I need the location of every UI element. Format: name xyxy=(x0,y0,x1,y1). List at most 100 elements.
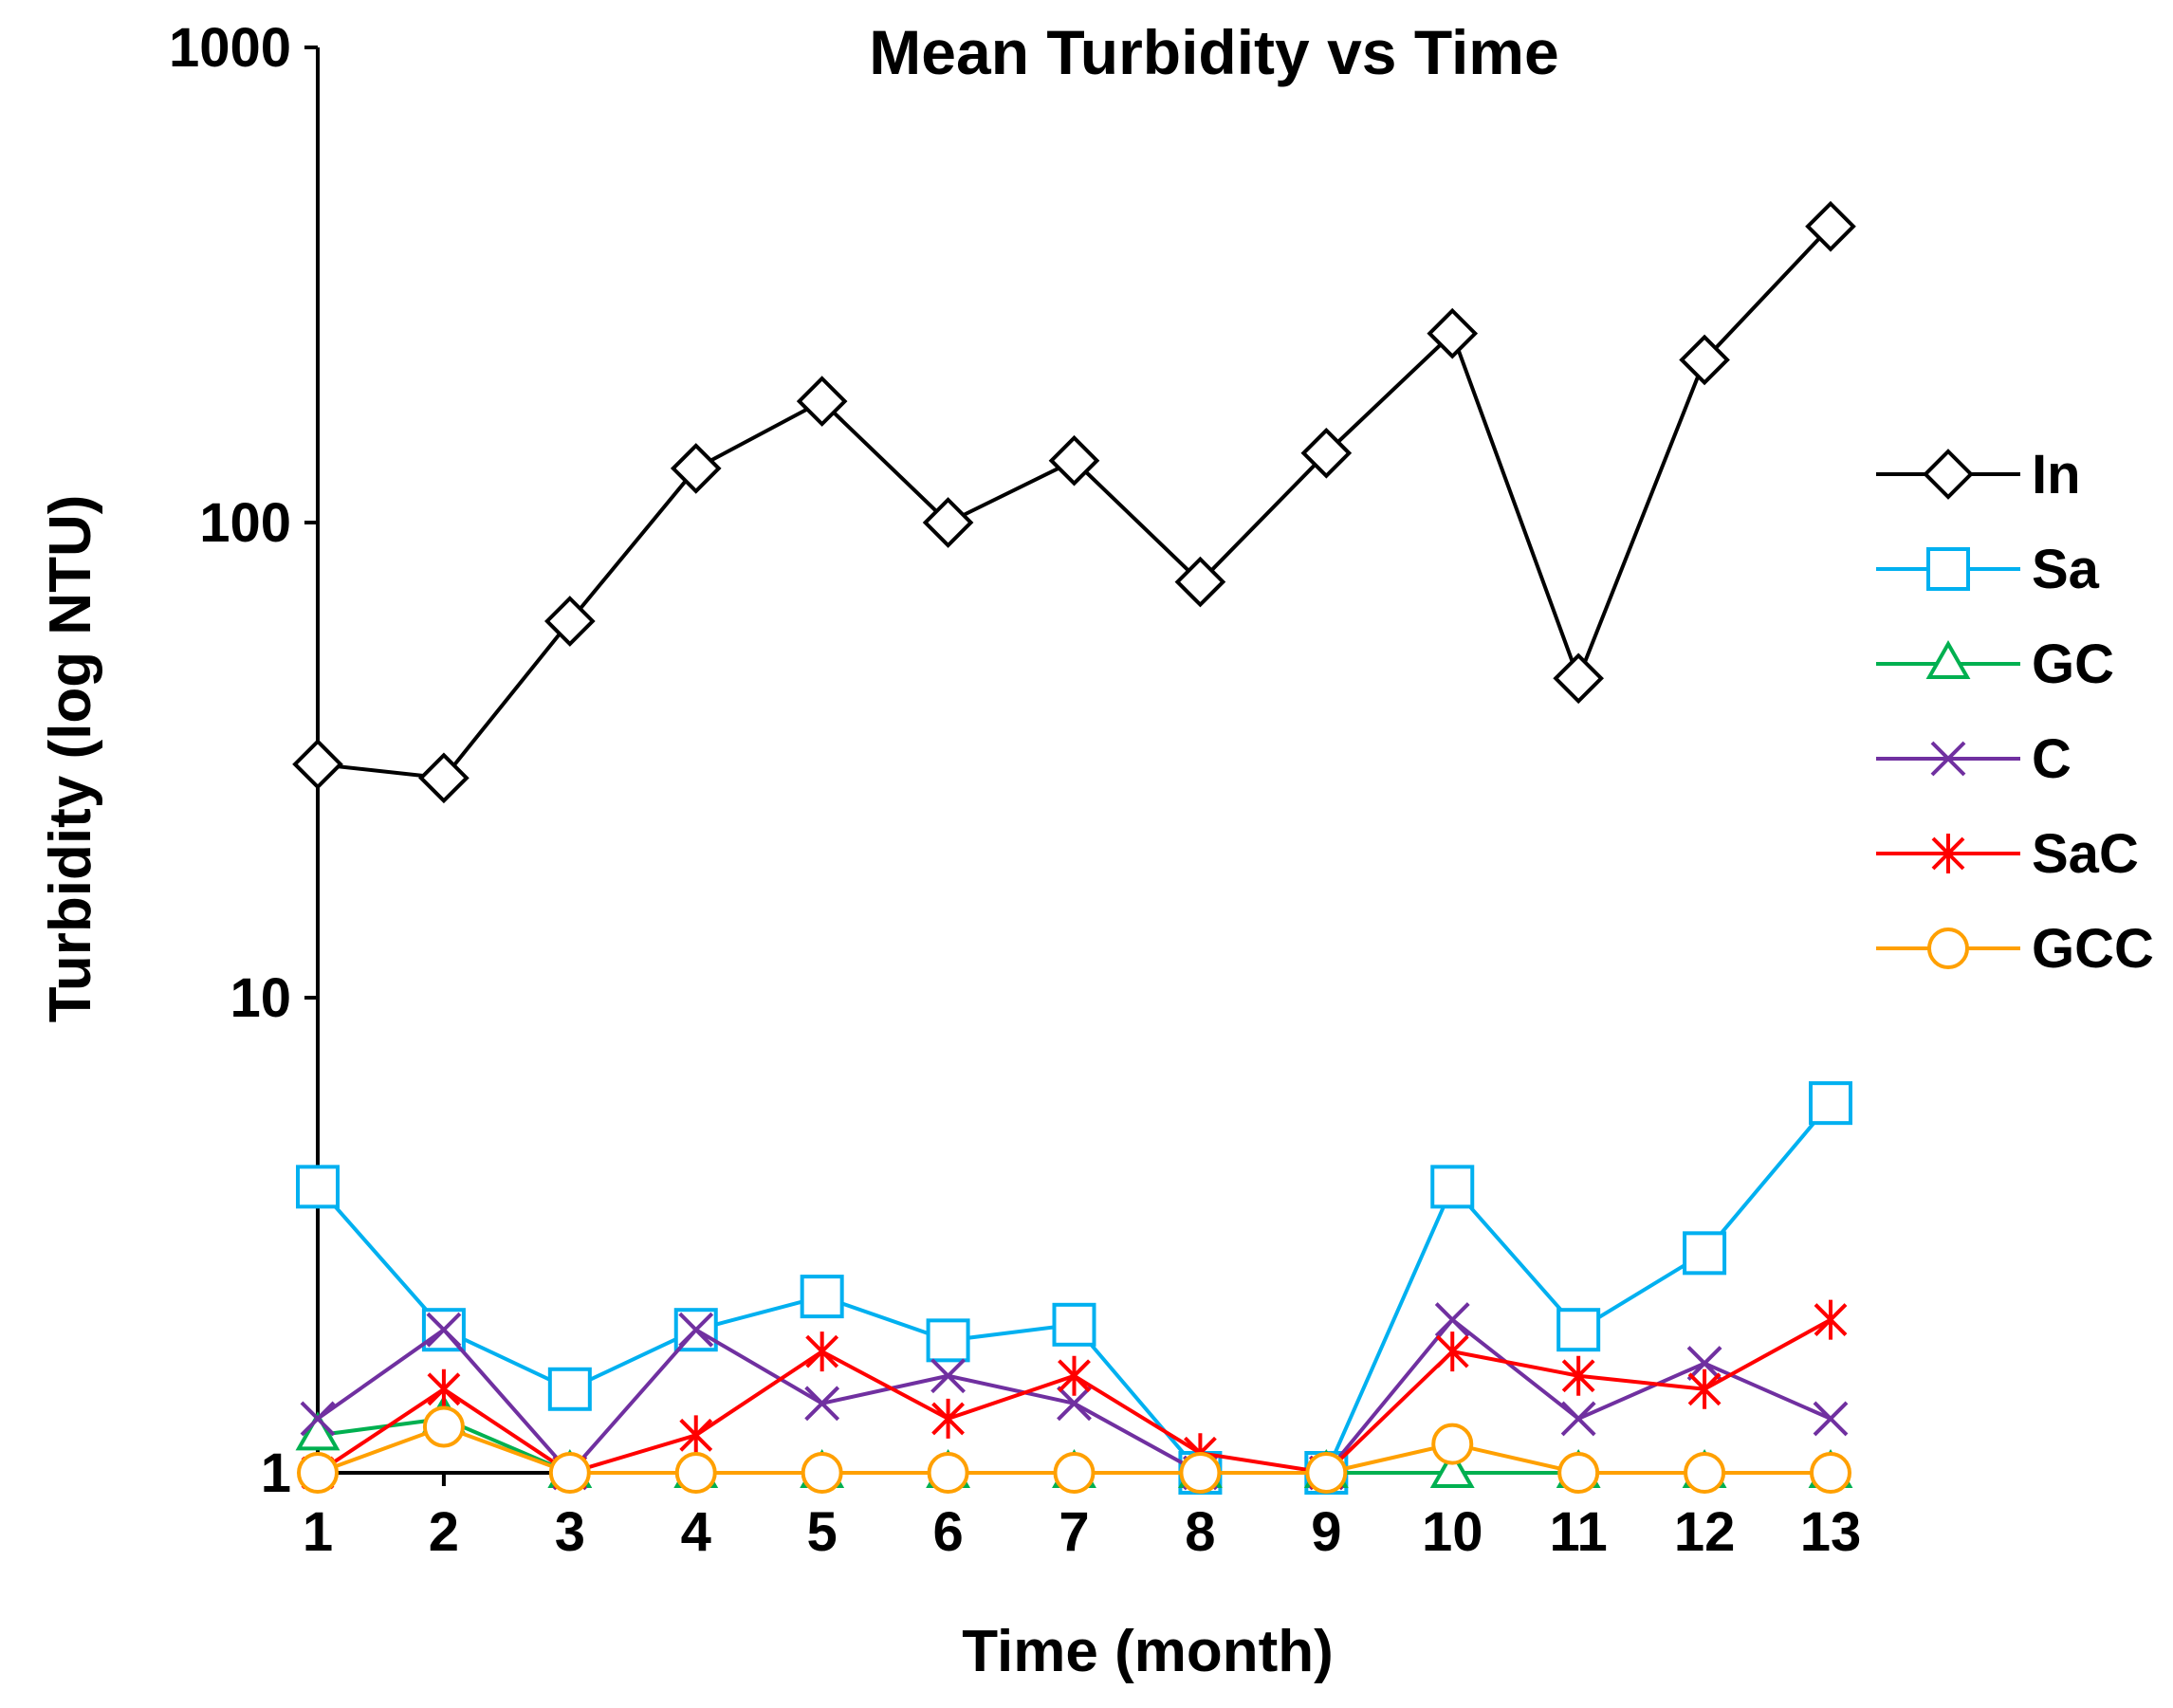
series-gcc-point xyxy=(674,1452,717,1494)
x-tick-label: 4 xyxy=(681,1501,711,1563)
series-sac-point xyxy=(1561,1355,1595,1396)
series-sa-point xyxy=(926,1318,970,1363)
chart-title: Mean Turbidity vs Time xyxy=(869,17,1558,87)
legend-swatch-marker xyxy=(1927,927,1969,969)
series-sac-point xyxy=(427,1368,461,1409)
series-in-point xyxy=(1679,334,1730,386)
y-tick-label: 1000 xyxy=(169,17,291,79)
x-tick-label: 7 xyxy=(1059,1501,1089,1563)
legend-item-c: C xyxy=(1876,728,2072,790)
series-sac-point xyxy=(931,1398,965,1439)
series-gcc xyxy=(297,1405,1851,1494)
y-tick-label: 100 xyxy=(199,492,291,554)
series-c-point xyxy=(1434,1302,1470,1337)
series-c-point xyxy=(426,1312,462,1348)
series-gc-point xyxy=(295,1411,341,1451)
series-c-point xyxy=(804,1386,840,1422)
legend-item-gcc: GCC xyxy=(1876,918,2154,980)
legend-item-sac: SaC xyxy=(1876,823,2139,885)
series-in-point xyxy=(1553,652,1604,705)
series-gcc-point xyxy=(1053,1452,1096,1494)
series-in-point xyxy=(922,497,974,548)
x-tick-label: 3 xyxy=(555,1501,585,1563)
y-tick-label: 10 xyxy=(230,967,291,1029)
series-in-point xyxy=(1427,307,1479,359)
series-sa-line xyxy=(316,1101,1832,1475)
series-in-point xyxy=(292,738,343,790)
series-c-point xyxy=(1560,1401,1596,1437)
series-sa-point xyxy=(547,1367,592,1411)
series-gcc-point xyxy=(1305,1452,1348,1494)
plot-series xyxy=(292,200,1856,1495)
series-sac-point xyxy=(1814,1299,1848,1340)
x-tick-label: 8 xyxy=(1185,1501,1215,1563)
y-axis-title: Turbidity (log NTU) xyxy=(38,495,103,1023)
legend-item-gc: GC xyxy=(1876,634,2114,695)
legend-label: In xyxy=(2032,444,2081,505)
legend-label: GCC xyxy=(2032,918,2154,980)
series-c-point xyxy=(1057,1386,1092,1422)
series-in-point xyxy=(418,752,470,804)
series-c-point xyxy=(1686,1346,1722,1381)
series-gcc-point xyxy=(1684,1452,1726,1494)
series-in-point xyxy=(1300,427,1353,479)
series-sa-point xyxy=(1052,1302,1096,1347)
series-sac-point xyxy=(1435,1332,1469,1372)
x-tick-label: 11 xyxy=(1550,1501,1608,1563)
legend-label: SaC xyxy=(2032,823,2139,885)
series-sa-point xyxy=(1683,1231,1727,1276)
series-in-point xyxy=(670,443,722,494)
series-in-point xyxy=(544,596,596,647)
series-sac-point xyxy=(1687,1368,1722,1409)
series-in-point xyxy=(796,376,848,427)
x-tick-label: 2 xyxy=(429,1501,459,1563)
series-gcc-point xyxy=(1810,1452,1851,1494)
series-gcc-point xyxy=(1179,1452,1222,1494)
series-c-point xyxy=(1813,1401,1849,1437)
x-tick-label: 1 xyxy=(303,1501,333,1563)
series-in-point xyxy=(1174,556,1226,608)
series-in-line xyxy=(317,225,1832,781)
legend-swatch-marker xyxy=(1930,741,1966,777)
legend-label: Sa xyxy=(2032,539,2100,600)
x-tick-label: 12 xyxy=(1674,1501,1736,1563)
series-c-point xyxy=(300,1401,336,1437)
series-gc-point xyxy=(1429,1448,1475,1488)
x-tick-label: 9 xyxy=(1311,1501,1341,1563)
series-c-point xyxy=(678,1312,714,1348)
series-sa-point xyxy=(1809,1081,1852,1126)
series-c-point xyxy=(930,1358,966,1394)
x-axis-title: Time (month) xyxy=(962,1619,1334,1684)
x-tick-label: 13 xyxy=(1800,1501,1862,1563)
series-in-point xyxy=(1048,434,1100,487)
legend-swatch-marker xyxy=(1923,449,1974,500)
x-tick-label: 6 xyxy=(932,1501,963,1563)
legend-swatch-marker xyxy=(1931,834,1965,873)
legend-item-sa: Sa xyxy=(1876,539,2100,600)
x-tick-label: 5 xyxy=(807,1501,838,1563)
legend-label: GC xyxy=(2032,634,2114,695)
series-in-point xyxy=(1805,200,1856,252)
series-sa xyxy=(296,1081,1852,1495)
series-sa-point xyxy=(1556,1308,1601,1352)
legend-swatch-marker xyxy=(1926,547,1970,591)
legend-label: C xyxy=(2032,728,2072,790)
series-gcc-point xyxy=(297,1452,339,1494)
series-gcc-point xyxy=(927,1452,969,1494)
series-sa-point xyxy=(1430,1165,1475,1209)
series-in xyxy=(292,200,1856,804)
series-gcc-point xyxy=(422,1405,465,1448)
series-gcc-point xyxy=(548,1452,591,1494)
legend-item-in: In xyxy=(1876,444,2081,505)
y-tick-label: 1 xyxy=(261,1442,291,1504)
series-gcc-point xyxy=(801,1452,843,1494)
legend-swatch-marker xyxy=(1925,639,1971,679)
series-sac-point xyxy=(805,1332,839,1372)
x-tick-label: 10 xyxy=(1422,1501,1483,1563)
series-sa-point xyxy=(296,1165,340,1209)
series-sac-point xyxy=(1058,1355,1091,1396)
series-gcc-point xyxy=(1557,1452,1600,1494)
